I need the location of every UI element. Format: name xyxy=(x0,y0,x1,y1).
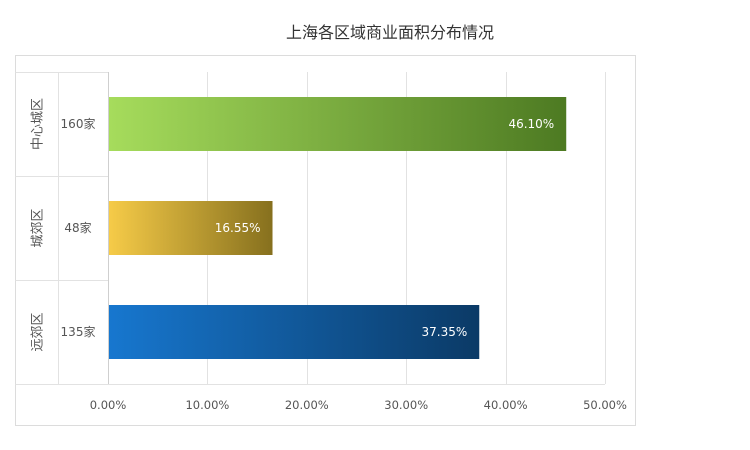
bar xyxy=(109,305,480,359)
x-tick-label: 50.00% xyxy=(583,398,627,412)
category-label-region: 中心城区 xyxy=(31,98,46,150)
x-tick-label: 0.00% xyxy=(90,398,127,412)
category-label-region: 远郊区 xyxy=(30,312,46,351)
x-tick-label: 20.00% xyxy=(285,398,329,412)
bar xyxy=(109,97,567,151)
bar xyxy=(109,201,273,255)
bars xyxy=(109,97,567,359)
x-tick-label: 10.00% xyxy=(185,398,229,412)
category-label-count: 48家 xyxy=(64,220,91,235)
chart-title: 上海各区域商业面积分布情况 xyxy=(286,23,494,42)
x-axis-ticks: 0.00% 10.00% 20.00% 30.00% 40.00% 50.00% xyxy=(90,398,627,412)
category-label-count: 160家 xyxy=(61,116,96,131)
x-tick-label: 40.00% xyxy=(484,398,528,412)
bar-value-label: 16.55% xyxy=(215,221,261,235)
bar-value-label: 37.35% xyxy=(421,325,467,339)
category-label-count: 135家 xyxy=(61,324,96,339)
x-tick-label: 30.00% xyxy=(384,398,428,412)
plot-frame xyxy=(15,55,636,426)
value-labels: 46.10% 16.55% 37.35% xyxy=(215,117,554,339)
bar-value-label: 46.10% xyxy=(508,117,554,131)
category-label-region: 城郊区 xyxy=(30,208,46,247)
